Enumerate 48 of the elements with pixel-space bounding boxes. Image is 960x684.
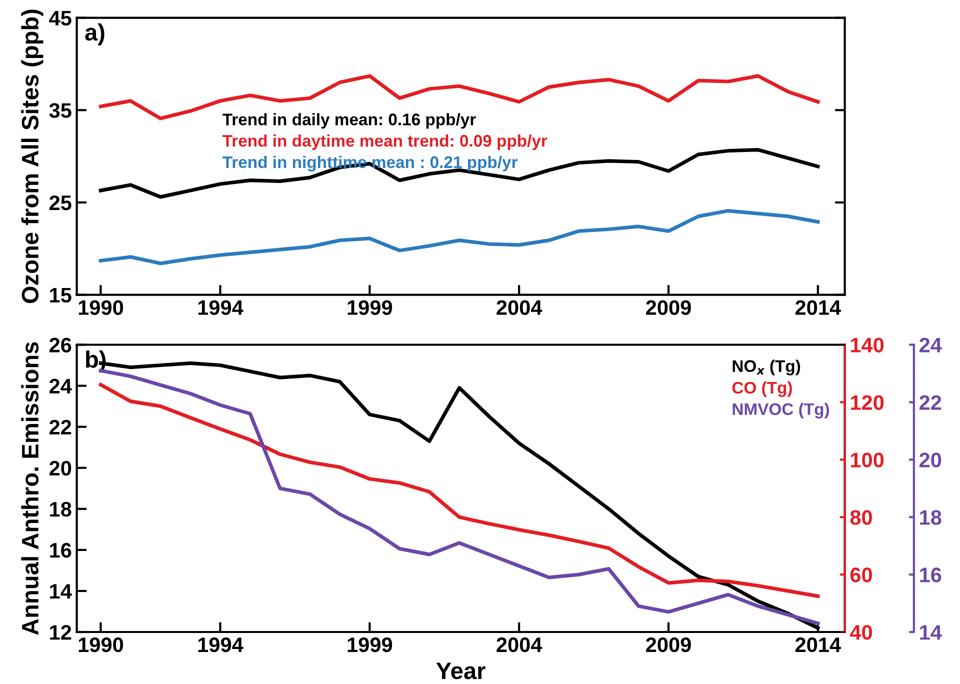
- y3-tick-label: 22: [920, 395, 942, 410]
- y-tick-label: 45: [49, 11, 72, 26]
- x-tick-label: 1990: [78, 300, 124, 315]
- x-tick-label: 1999: [348, 637, 392, 652]
- x-axis-title: Year: [436, 662, 486, 680]
- series-label: Trend in daytime mean trend: 0.09 ppb/yr: [222, 134, 548, 150]
- y-tick-label: 26: [49, 338, 72, 352]
- x-tick-label: 2004: [496, 637, 542, 652]
- y-tick-label: 15: [50, 288, 72, 303]
- text: Trend in daily mean: 0.16 ppb/yr: [222, 113, 476, 129]
- x-tick-label: 1990: [78, 637, 124, 652]
- y2-tick-label: 120: [850, 395, 884, 410]
- x-tick-label: 2004: [496, 300, 542, 315]
- y-tick-label: 14: [50, 584, 72, 599]
- y-tick-label: 12: [50, 625, 72, 640]
- y2-tick-label: 40: [850, 625, 872, 640]
- x-tick-label: 2009: [646, 300, 691, 315]
- y-axis-title: Annual Anthro. Emissions: [21, 342, 39, 635]
- y-tick-label: 24: [49, 378, 72, 394]
- text: NO$_{x}$ (Tg): [732, 360, 800, 376]
- x-tick-label: 2014: [795, 637, 841, 652]
- y3-tick-label: 20: [920, 452, 942, 468]
- y3-tick-label: 14: [920, 625, 942, 640]
- y3-tick-label: 16: [920, 568, 942, 582]
- annotation: a): [85, 23, 104, 46]
- y-tick-label: 20: [49, 460, 72, 476]
- y-tick-label: 25: [49, 195, 72, 210]
- y2-tick-label: 140: [850, 338, 884, 352]
- y-tick-label: 16: [50, 542, 72, 558]
- y2-tick-label: 100: [850, 452, 884, 468]
- line-series: [98, 208, 820, 266]
- y3-tick-label: 18: [920, 510, 942, 525]
- x-tick-label: 2009: [646, 637, 691, 652]
- y3-tick-label: 24: [920, 338, 942, 352]
- x-tick-label: 1994: [198, 637, 244, 652]
- line-series: [98, 148, 820, 199]
- text: CO (Tg): [732, 381, 792, 398]
- y-tick-label: 18: [50, 502, 72, 517]
- y-tick-label: 22: [49, 420, 72, 434]
- y-tick-label: 35: [49, 103, 72, 118]
- y2-tick-label: 80: [850, 510, 872, 525]
- x-tick-label: 1999: [348, 300, 392, 315]
- x-tick-label: 2014: [795, 300, 841, 315]
- y-axis-title: Ozone from All Sites (ppb): [21, 10, 44, 304]
- text: NMVOC (Tg): [732, 402, 829, 418]
- text: Trend in nighttime mean : 0.21 ppb/yr: [222, 156, 518, 172]
- y2-tick-label: 60: [850, 568, 872, 582]
- x-tick-label: 1994: [198, 300, 244, 315]
